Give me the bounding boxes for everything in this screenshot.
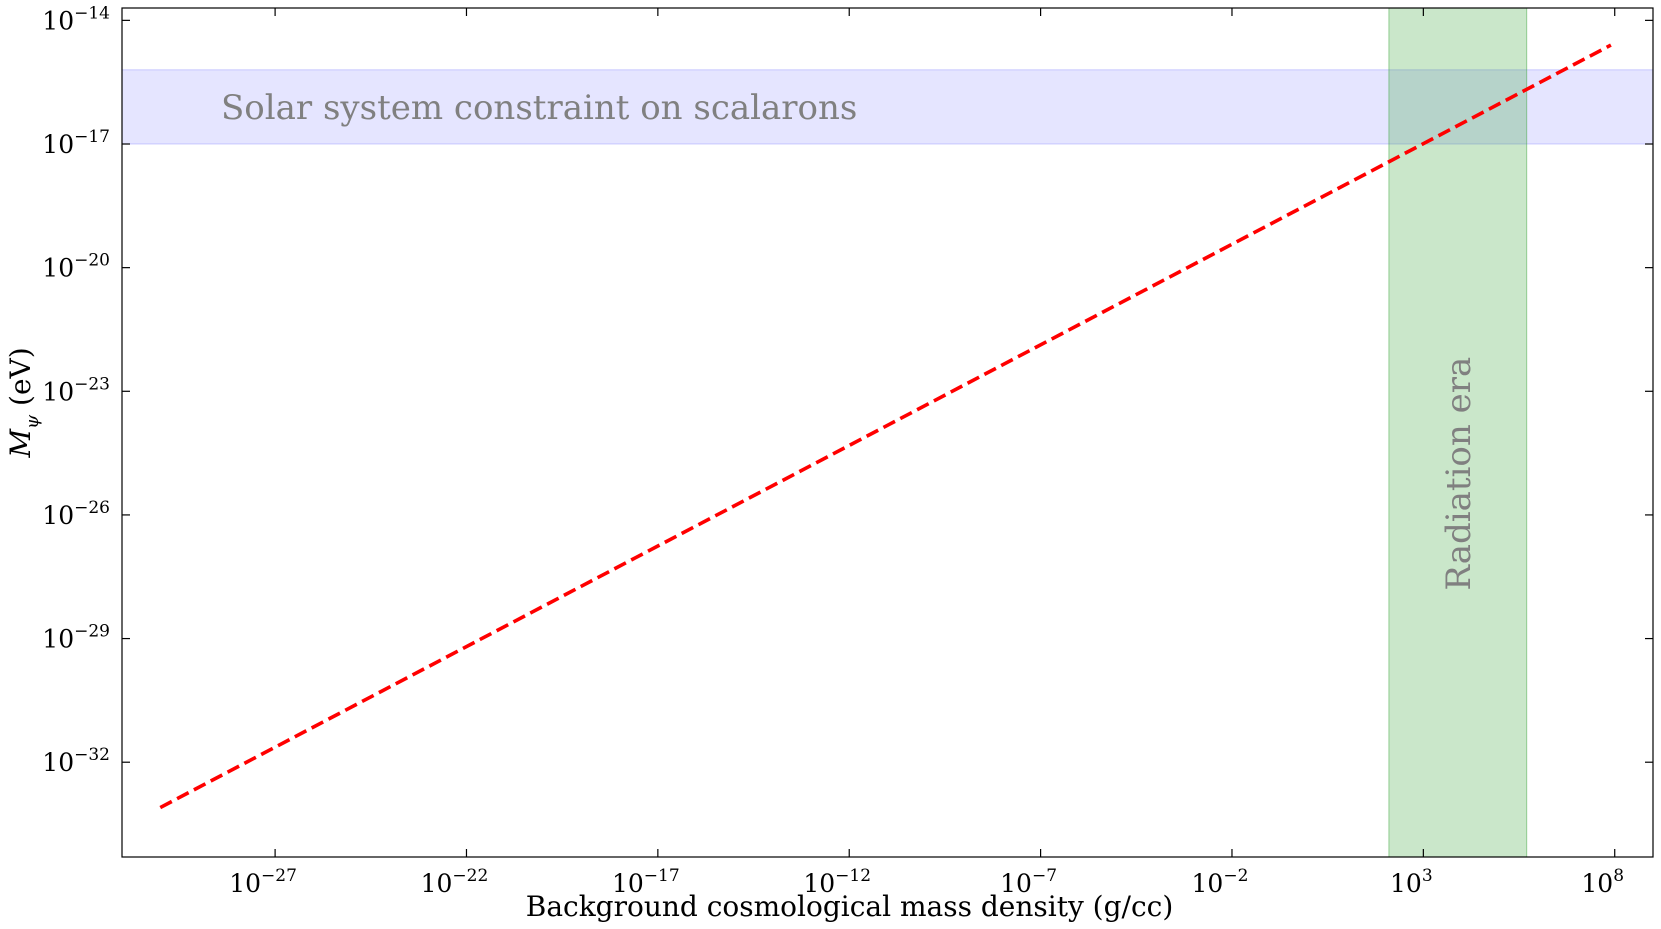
y-axis-title: Mψ (eV) bbox=[4, 347, 43, 458]
x-tick-label: 10−27 bbox=[229, 866, 297, 898]
y-tick-label: 10−17 bbox=[42, 127, 110, 159]
x-axis-ticks: 10−27 10−22 10−17 10−12 10−7 10−2 103 108 bbox=[229, 8, 1624, 898]
y-tick-label: 10−29 bbox=[42, 622, 110, 654]
x-tick-label: 108 bbox=[1581, 866, 1624, 898]
shaded-bands bbox=[121, 7, 1654, 858]
y-axis-title-unit: (eV) bbox=[4, 347, 37, 415]
plot-frame bbox=[121, 7, 1654, 858]
y-tick-label: 10−14 bbox=[42, 3, 110, 35]
y-tick-label: 10−23 bbox=[42, 374, 110, 406]
x-tick-label: 10−17 bbox=[612, 866, 680, 898]
band-label-solar-system: Solar system constraint on scalarons bbox=[221, 88, 857, 128]
y-tick-label: 10−20 bbox=[42, 251, 110, 283]
y-tick-label: 10−32 bbox=[42, 745, 110, 777]
x-tick-label: 103 bbox=[1390, 866, 1433, 898]
x-tick-label: 10−2 bbox=[1192, 866, 1249, 898]
series-line bbox=[159, 43, 1612, 810]
x-tick-label: 10−22 bbox=[421, 866, 489, 898]
band-labels: Solar system constraint on scalarons Radi… bbox=[221, 88, 1479, 591]
band-label-radiation-era: Radiation era bbox=[1439, 357, 1479, 591]
y-axis-ticks: 10−14 10−17 10−20 10−23 10−26 10−29 10−32 bbox=[42, 3, 1653, 777]
x-axis-title: Background cosmological mass density (g/… bbox=[526, 890, 1174, 923]
y-axis-title-subscript: ψ bbox=[22, 414, 43, 429]
data-series bbox=[159, 43, 1612, 810]
x-tick-label: 10−7 bbox=[1000, 866, 1057, 898]
band-solar-system bbox=[121, 69, 1654, 145]
x-tick-label: 10−12 bbox=[803, 866, 871, 898]
y-axis-title-main: M bbox=[4, 428, 37, 459]
y-tick-label: 10−26 bbox=[42, 498, 110, 530]
